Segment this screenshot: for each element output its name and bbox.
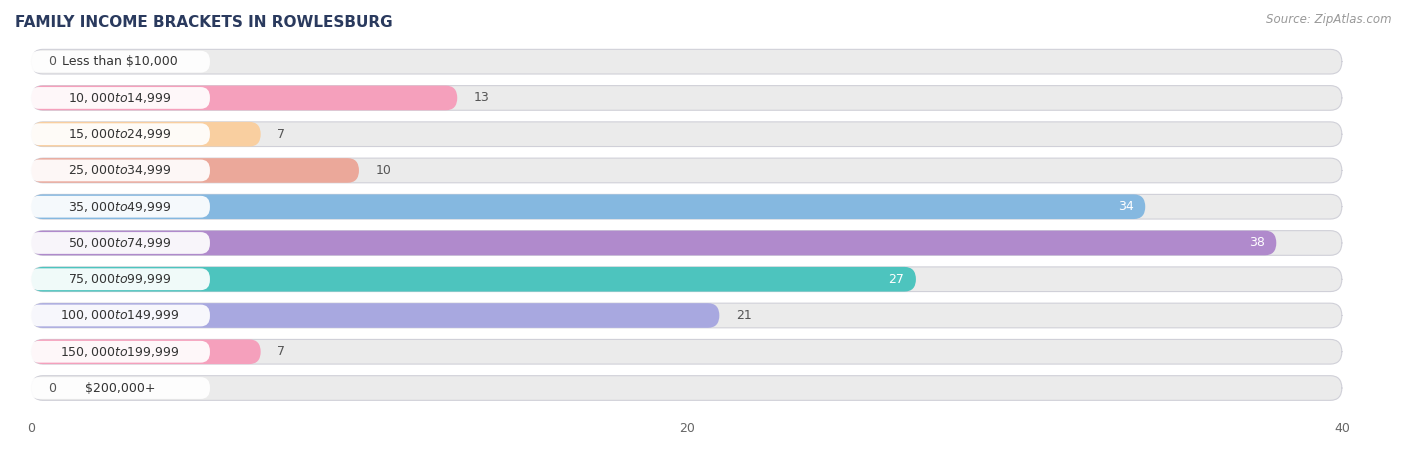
Text: 7: 7 (277, 345, 285, 358)
FancyBboxPatch shape (31, 376, 1341, 400)
FancyBboxPatch shape (31, 267, 915, 292)
Text: Source: ZipAtlas.com: Source: ZipAtlas.com (1267, 14, 1392, 27)
FancyBboxPatch shape (31, 339, 1341, 364)
Text: $35,000 to $49,999: $35,000 to $49,999 (67, 200, 172, 214)
FancyBboxPatch shape (30, 196, 209, 218)
FancyBboxPatch shape (31, 194, 1146, 219)
FancyBboxPatch shape (31, 122, 1341, 147)
Text: 0: 0 (48, 55, 56, 68)
Text: 0: 0 (48, 382, 56, 395)
Text: $100,000 to $149,999: $100,000 to $149,999 (60, 309, 180, 323)
Text: $200,000+: $200,000+ (84, 382, 155, 395)
Text: 27: 27 (889, 273, 904, 286)
Text: FAMILY INCOME BRACKETS IN ROWLESBURG: FAMILY INCOME BRACKETS IN ROWLESBURG (15, 15, 392, 30)
Text: 34: 34 (1118, 200, 1133, 213)
Text: Less than $10,000: Less than $10,000 (62, 55, 177, 68)
FancyBboxPatch shape (31, 194, 1341, 219)
FancyBboxPatch shape (31, 158, 1341, 183)
FancyBboxPatch shape (31, 231, 1277, 255)
FancyBboxPatch shape (30, 123, 209, 145)
FancyBboxPatch shape (31, 267, 1341, 292)
Text: 7: 7 (277, 128, 285, 141)
Text: 21: 21 (735, 309, 752, 322)
FancyBboxPatch shape (30, 160, 209, 181)
Text: 10: 10 (375, 164, 391, 177)
FancyBboxPatch shape (31, 50, 1341, 74)
Text: $15,000 to $24,999: $15,000 to $24,999 (67, 127, 172, 141)
FancyBboxPatch shape (30, 268, 209, 290)
FancyBboxPatch shape (31, 86, 457, 110)
Text: $25,000 to $34,999: $25,000 to $34,999 (67, 163, 172, 177)
FancyBboxPatch shape (30, 305, 209, 326)
FancyBboxPatch shape (30, 232, 209, 254)
Text: 38: 38 (1249, 237, 1265, 249)
FancyBboxPatch shape (31, 303, 720, 328)
FancyBboxPatch shape (31, 303, 1341, 328)
FancyBboxPatch shape (30, 87, 209, 109)
FancyBboxPatch shape (30, 341, 209, 363)
FancyBboxPatch shape (31, 122, 260, 147)
Text: $10,000 to $14,999: $10,000 to $14,999 (67, 91, 172, 105)
FancyBboxPatch shape (31, 158, 359, 183)
FancyBboxPatch shape (31, 86, 1341, 110)
FancyBboxPatch shape (30, 377, 209, 399)
Text: 13: 13 (474, 91, 489, 104)
Text: $50,000 to $74,999: $50,000 to $74,999 (67, 236, 172, 250)
FancyBboxPatch shape (31, 339, 260, 364)
Text: $75,000 to $99,999: $75,000 to $99,999 (67, 272, 172, 286)
FancyBboxPatch shape (30, 51, 209, 72)
FancyBboxPatch shape (31, 231, 1341, 255)
Text: $150,000 to $199,999: $150,000 to $199,999 (60, 345, 180, 359)
